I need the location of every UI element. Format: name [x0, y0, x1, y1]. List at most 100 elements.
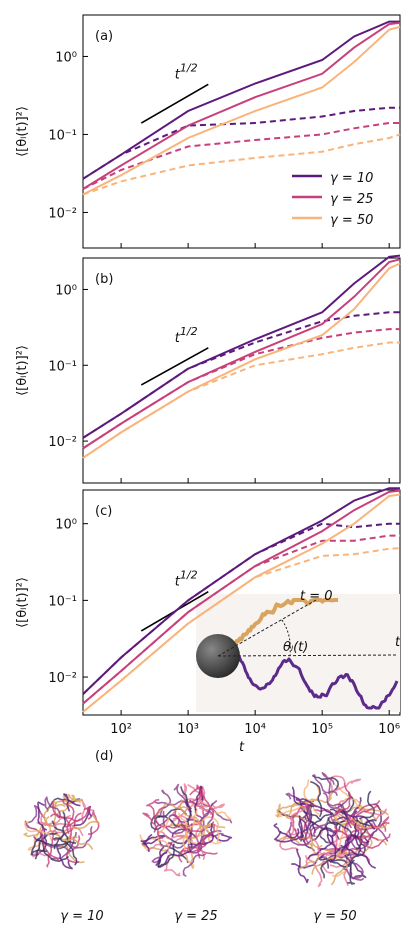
polymer-chain — [147, 835, 185, 852]
polymer-chain — [66, 835, 81, 864]
polymer-chain — [182, 853, 207, 877]
slope-label-exponent: 1/2 — [180, 325, 198, 338]
polymer-chain — [53, 811, 67, 850]
polymer-chain — [287, 827, 323, 838]
x-tick-label: 10² — [110, 722, 132, 737]
polymer-chain — [157, 843, 175, 868]
polymer-chain — [345, 846, 377, 869]
polymer-chain — [34, 831, 59, 860]
plot-frame — [82, 257, 401, 484]
dashed-line — [82, 106, 400, 180]
polymer-chain — [307, 833, 334, 860]
caption: γ = 50 — [313, 909, 356, 924]
y-axis-label: ⟨[θₗ(t)]²⟩ — [15, 577, 30, 628]
polymer-chain — [354, 817, 362, 857]
panel-label: (d) — [95, 749, 113, 764]
polymer-chain — [343, 862, 364, 880]
line — [82, 21, 401, 190]
y-tick-label: 10⁻¹ — [48, 594, 77, 609]
polymer-chain — [327, 817, 361, 841]
polymer-chain — [25, 804, 46, 824]
polymer-chain — [156, 830, 194, 842]
y-tick-label: 10⁻² — [48, 435, 77, 450]
polymer-chain — [30, 834, 48, 856]
slope-label-exponent: 1/2 — [180, 569, 198, 582]
panel-label: (c) — [95, 504, 112, 519]
slope-label: t1/2 — [175, 569, 198, 590]
polymer-chain — [358, 800, 389, 816]
line — [82, 489, 401, 705]
polymer-chain — [344, 854, 356, 885]
polymer-chain — [46, 829, 56, 868]
inset-label: θₗ(t) — [283, 640, 308, 655]
polymer-chain — [157, 850, 192, 868]
x-axis-label: t — [239, 740, 245, 755]
polymer-chain — [201, 801, 232, 820]
polymer-chain — [310, 780, 323, 818]
polymer-chain — [304, 855, 323, 888]
polymer-chain — [355, 818, 377, 850]
polymer-chain — [313, 773, 339, 797]
y-tick-label: 10⁻² — [48, 206, 77, 221]
polymer-chain — [158, 789, 172, 819]
panel: t = 0 θₗ(t) t 10⁻² 10⁻¹ 10⁰ 10² 10³ 10⁴ 10⁵ 10⁶ ⟨[θ… — [15, 487, 401, 755]
polymer-chain — [195, 821, 206, 860]
plot-frame — [82, 14, 401, 249]
polymer-chain — [289, 802, 309, 836]
polymer-chain — [276, 803, 306, 812]
polymer-chain — [305, 847, 337, 869]
y-tick-label: 10⁻¹ — [48, 359, 77, 374]
dashed-line — [82, 328, 400, 450]
polymer-chain — [326, 801, 353, 829]
polymer-chain — [155, 846, 168, 866]
line — [82, 493, 401, 713]
polymer-snapshot — [273, 771, 391, 888]
panel: 10⁻² 10⁻¹ 10⁰ ⟨[θₗ(t)]²⟩ (a) t1/2 γ = 10 γ = 25… — [15, 14, 401, 249]
polymer-chain — [333, 778, 362, 792]
chain — [226, 598, 339, 657]
y-tick-label: 10⁰ — [55, 518, 77, 533]
polymer-chain — [298, 815, 315, 852]
polymer-chain — [197, 823, 216, 859]
angle-arc — [281, 619, 291, 656]
slope-label-base: t — [175, 331, 181, 346]
slope-line — [140, 83, 209, 124]
polymer-chain — [177, 812, 198, 845]
polymer-chain — [303, 779, 320, 816]
polymer-chain — [155, 802, 191, 817]
polymer-chain — [153, 806, 176, 829]
line — [82, 25, 401, 196]
y-tick-label: 10⁻² — [48, 671, 77, 686]
x-tick-label: 10³ — [177, 722, 199, 737]
polymer-chain — [325, 825, 337, 863]
polymer-chain — [273, 830, 304, 843]
polymer-chain — [70, 814, 100, 830]
polymer-chain — [350, 817, 388, 830]
caption: γ = 25 — [174, 909, 217, 924]
line — [82, 258, 401, 450]
polymer-snapshot — [23, 793, 100, 870]
polymer-chain — [180, 786, 192, 826]
polymer-chain — [275, 802, 306, 818]
polymer-chain — [53, 793, 83, 809]
legend-label: γ = 10 — [330, 171, 373, 186]
polymer-chain — [298, 842, 320, 871]
slope-line — [140, 347, 209, 386]
polymer-chain — [55, 844, 73, 870]
legend-label: γ = 50 — [330, 213, 373, 228]
panel: 10⁻² 10⁻¹ 10⁰ ⟨[θₗ(t)]²⟩ (b) t1/2 — [15, 254, 401, 484]
legend-label: γ = 25 — [330, 192, 373, 207]
polymer-chain — [357, 833, 391, 849]
polymer-chain — [162, 810, 186, 835]
dashed-line — [82, 133, 401, 196]
polymer-chain — [286, 836, 323, 849]
slope-label-base: t — [175, 575, 181, 590]
polymer-chain — [334, 783, 352, 814]
polymer-chain — [311, 774, 340, 794]
polymer-chain — [68, 826, 93, 849]
inset-label: t — [395, 635, 401, 650]
panel-label: (b) — [95, 272, 113, 287]
polymer-chain — [27, 830, 45, 851]
x-tick-label: 10⁶ — [378, 722, 400, 737]
polymer-chain — [321, 771, 335, 795]
